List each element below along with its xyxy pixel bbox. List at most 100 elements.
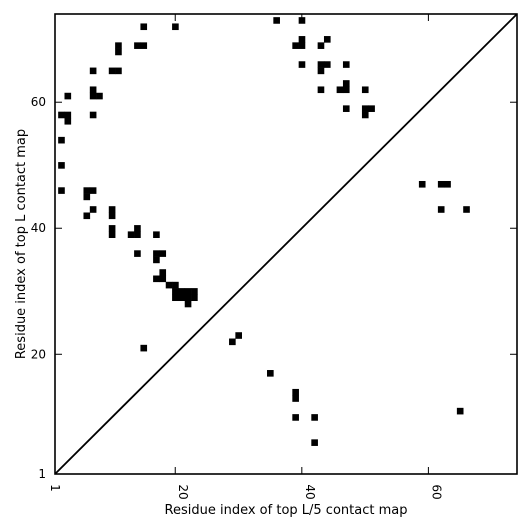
contact-point-upper	[134, 231, 141, 238]
contact-point-upper	[96, 92, 103, 100]
contact-point-upper	[115, 67, 122, 75]
contact-point-upper	[361, 111, 369, 119]
contact-point-upper	[178, 288, 186, 295]
contact-point-upper	[153, 231, 160, 238]
contact-point-upper	[140, 344, 148, 352]
contact-point-upper	[58, 162, 65, 169]
data-points	[58, 17, 470, 446]
contact-point-upper	[108, 212, 116, 220]
contact-point-upper	[159, 275, 167, 283]
contact-point-upper	[184, 300, 192, 308]
contact-point-upper	[134, 250, 141, 257]
contact-point-upper	[58, 136, 65, 144]
contact-point-upper	[165, 281, 173, 289]
contact-point-lower	[463, 206, 470, 213]
contact-point-upper	[172, 294, 179, 302]
contact-point-lower	[437, 206, 445, 213]
contact-point-lower	[456, 407, 464, 415]
contact-point-lower	[229, 338, 236, 346]
contact-point-lower	[444, 180, 451, 188]
contact-point-upper	[89, 187, 97, 194]
contact-point-upper	[83, 212, 91, 220]
contact-point-lower	[311, 414, 318, 421]
contact-point-lower	[267, 370, 274, 377]
contact-point-upper	[336, 86, 344, 94]
contact-point-upper	[134, 225, 141, 232]
contact-point-upper	[58, 111, 65, 119]
contact-point-upper	[153, 275, 160, 283]
contact-point-upper	[64, 111, 72, 119]
contact-point-upper	[298, 36, 306, 43]
contact-point-upper	[159, 250, 167, 257]
contact-point-upper	[64, 117, 72, 125]
contact-point-upper	[191, 294, 198, 302]
contact-point-upper	[317, 61, 325, 68]
y-tick-label: 60	[31, 95, 46, 109]
contact-point-lower	[292, 388, 299, 396]
x-tick-label: 60	[429, 484, 443, 499]
contact-point-upper	[159, 269, 167, 276]
contact-point-upper	[108, 231, 116, 238]
contact-point-upper	[108, 206, 116, 213]
contact-point-upper	[83, 193, 91, 201]
contact-point-lower	[418, 180, 426, 188]
contact-point-upper	[178, 294, 186, 302]
contact-point-upper	[184, 294, 192, 302]
contact-point-upper	[273, 17, 280, 24]
contact-point-upper	[108, 67, 116, 75]
contact-point-lower	[292, 395, 299, 402]
contact-point-upper	[134, 42, 141, 49]
contact-point-upper	[323, 36, 331, 43]
contact-point-upper	[342, 86, 350, 94]
contact-point-upper	[127, 231, 135, 238]
y-tick-label: 40	[31, 221, 46, 235]
contact-point-upper	[342, 105, 350, 112]
y-tick-label: 20	[31, 347, 46, 361]
contact-point-lower	[292, 414, 299, 421]
x-tick-label: 40	[303, 484, 317, 499]
x-axis-label: Residue index of top L/5 contact map	[165, 503, 408, 518]
contact-point-upper	[172, 288, 179, 295]
contact-point-upper	[191, 288, 198, 295]
y-tick-label: 1	[38, 467, 46, 481]
contact-point-upper	[317, 86, 325, 94]
contact-point-upper	[89, 111, 97, 119]
contact-point-upper	[298, 61, 306, 68]
contact-point-upper	[64, 92, 72, 100]
contact-point-upper	[368, 105, 375, 112]
contact-point-upper	[184, 288, 192, 295]
x-tick-label: 1	[48, 484, 62, 492]
contact-point-lower	[235, 332, 242, 339]
contact-point-upper	[89, 92, 97, 100]
contact-point-upper	[89, 67, 97, 75]
axis-ticks: 1 20 40 60 1 20 40 60	[31, 14, 517, 500]
diagonal-line	[54, 13, 518, 475]
contact-point-upper	[172, 23, 179, 31]
contact-point-upper	[140, 23, 148, 31]
contact-point-lower	[311, 439, 318, 446]
contact-point-upper	[58, 187, 65, 194]
contact-point-lower	[437, 180, 445, 188]
contact-point-upper	[361, 105, 369, 112]
contact-point-upper	[292, 42, 299, 49]
plot-frame	[54, 13, 518, 475]
contact-point-upper	[83, 187, 91, 194]
contact-point-upper	[317, 67, 325, 75]
contact-point-upper	[298, 42, 306, 49]
contact-point-upper	[153, 256, 160, 264]
x-tick-label: 20	[176, 484, 190, 499]
contact-point-upper	[172, 281, 179, 289]
contact-point-upper	[317, 42, 325, 49]
contact-point-upper	[108, 225, 116, 232]
contact-point-upper	[342, 80, 350, 87]
contact-point-upper	[115, 48, 122, 56]
contact-point-upper	[89, 86, 97, 94]
contact-point-upper	[140, 42, 148, 49]
contact-point-upper	[361, 86, 369, 94]
contact-point-upper	[323, 61, 331, 68]
y-axis-label: Residue index of top L contact map	[14, 129, 29, 359]
contact-point-upper	[342, 61, 350, 68]
contact-point-upper	[89, 206, 97, 213]
contact-point-upper	[153, 250, 160, 257]
